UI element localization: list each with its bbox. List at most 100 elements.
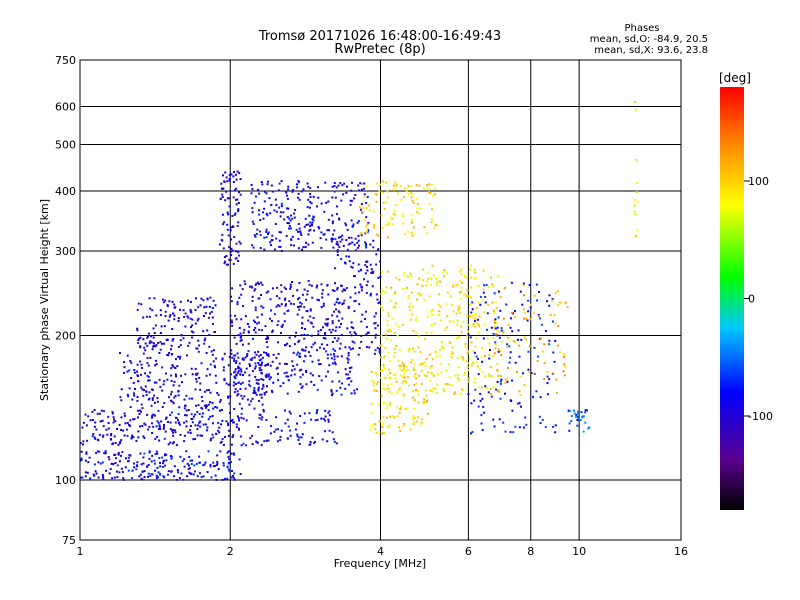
data-point	[568, 429, 571, 432]
data-point	[84, 459, 87, 462]
data-point	[470, 286, 473, 289]
data-point	[370, 268, 373, 271]
data-point	[335, 205, 338, 208]
data-point	[212, 461, 215, 464]
data-point	[320, 231, 323, 234]
data-point	[188, 341, 191, 344]
data-point	[311, 360, 314, 363]
data-point	[368, 209, 371, 212]
data-point	[340, 284, 343, 287]
data-point	[254, 321, 256, 324]
data-point	[418, 184, 421, 187]
data-point	[300, 234, 303, 236]
data-point	[253, 351, 256, 354]
data-point	[124, 422, 127, 425]
data-point	[331, 237, 334, 240]
data-point	[248, 403, 251, 406]
data-point	[279, 211, 282, 214]
data-point	[95, 428, 98, 431]
data-point	[285, 191, 288, 194]
data-point	[300, 190, 303, 193]
data-point	[164, 453, 166, 456]
data-point	[228, 356, 231, 358]
data-point	[348, 255, 350, 258]
data-point	[204, 312, 207, 315]
data-point	[258, 359, 261, 362]
data-point	[470, 432, 472, 435]
data-point	[539, 337, 542, 340]
data-point	[123, 372, 126, 374]
data-point	[107, 427, 110, 430]
data-point	[211, 401, 214, 404]
data-point	[274, 428, 277, 431]
data-point	[230, 250, 233, 253]
data-point	[387, 312, 390, 315]
data-point	[117, 443, 120, 446]
data-point	[209, 401, 211, 404]
data-point	[570, 415, 573, 417]
data-point	[412, 233, 415, 236]
data-point	[407, 297, 410, 300]
data-point	[248, 325, 251, 328]
data-point	[499, 380, 502, 383]
data-point	[230, 300, 233, 303]
data-point	[244, 283, 247, 285]
data-point	[430, 331, 433, 334]
data-point	[494, 327, 497, 330]
data-point	[379, 370, 382, 372]
data-point	[291, 235, 294, 238]
data-point	[373, 352, 376, 355]
data-point	[305, 241, 307, 244]
data-point	[236, 303, 239, 306]
data-point	[212, 436, 215, 439]
y-tick-label: 300	[55, 245, 76, 258]
data-point	[257, 387, 260, 390]
data-point	[417, 346, 420, 349]
data-point	[127, 456, 130, 459]
data-point	[219, 398, 222, 401]
data-point	[318, 227, 321, 230]
data-point	[483, 311, 486, 314]
data-point	[482, 288, 485, 291]
data-point	[382, 382, 385, 385]
data-point	[634, 213, 637, 216]
data-point	[325, 201, 328, 204]
data-point	[256, 316, 259, 319]
data-point	[239, 178, 242, 181]
data-point	[299, 355, 301, 358]
data-point	[227, 434, 230, 437]
data-point	[153, 332, 156, 334]
data-point	[430, 277, 433, 280]
data-point	[403, 271, 406, 274]
data-point	[533, 372, 536, 375]
data-point	[286, 437, 289, 440]
data-point	[299, 232, 302, 235]
data-point	[155, 363, 158, 366]
data-point	[332, 348, 335, 351]
data-point	[543, 362, 546, 365]
data-point	[238, 458, 241, 461]
data-point	[492, 354, 495, 357]
data-point	[234, 212, 237, 215]
data-point	[233, 354, 236, 357]
data-point	[327, 318, 329, 321]
data-point	[473, 399, 476, 402]
data-point	[551, 300, 554, 303]
data-point	[469, 315, 472, 318]
data-point	[334, 349, 337, 352]
data-point	[227, 364, 230, 367]
data-point	[237, 371, 239, 374]
data-point	[377, 248, 380, 251]
data-point	[332, 438, 335, 441]
data-point	[493, 326, 496, 329]
data-point	[331, 185, 334, 188]
data-point	[546, 393, 549, 396]
data-point	[189, 310, 192, 313]
data-point	[230, 373, 232, 376]
data-point	[221, 196, 224, 198]
data-point	[203, 339, 206, 342]
data-point	[309, 321, 312, 324]
data-point	[390, 286, 393, 289]
data-point	[353, 392, 356, 395]
data-point	[251, 357, 254, 360]
